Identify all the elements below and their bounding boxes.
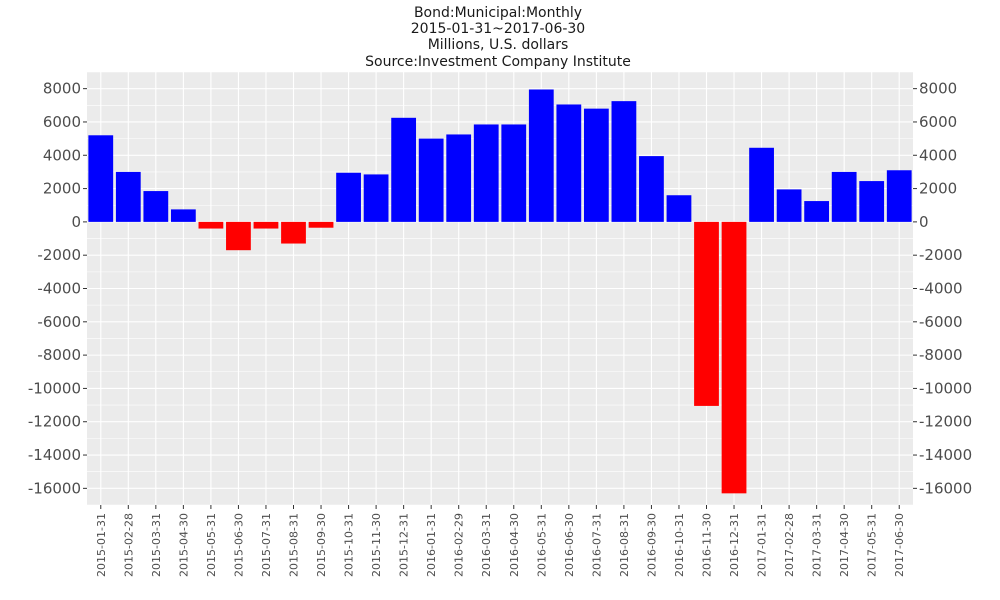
x-tick-label: 2015-02-28 bbox=[122, 513, 135, 577]
bar-2017-06-30 bbox=[886, 170, 912, 222]
x-tick-label: 2015-08-31 bbox=[288, 513, 301, 577]
bar-2016-06-30 bbox=[556, 104, 582, 222]
x-tick-label: 2017-01-31 bbox=[756, 513, 769, 577]
y-tick-label-left: 8000 bbox=[43, 80, 81, 98]
y-tick-label-left: -10000 bbox=[28, 379, 81, 397]
bar-2015-08-31 bbox=[281, 221, 306, 244]
y-tick-label-right: 6000 bbox=[919, 113, 957, 131]
x-tick-label: 2016-02-29 bbox=[453, 513, 466, 577]
x-tick-label: 2015-06-30 bbox=[232, 513, 245, 577]
bar-2015-06-30 bbox=[226, 221, 251, 251]
x-tick-label: 2016-07-31 bbox=[590, 513, 603, 577]
title-line-2: 2015-01-31~2017-06-30 bbox=[411, 21, 585, 37]
y-tick-label-right: 0 bbox=[919, 213, 929, 231]
x-tick-label: 2015-11-30 bbox=[370, 513, 383, 577]
y-tick-label-left: -8000 bbox=[37, 346, 81, 364]
chart-title: Bond:Municipal:Monthly 2015-01-31~2017-0… bbox=[365, 5, 631, 70]
bar-2016-05-31 bbox=[528, 89, 554, 222]
y-tick-label-right: -8000 bbox=[919, 346, 963, 364]
y-tick-label-left: -16000 bbox=[28, 479, 81, 497]
bar-2017-04-30 bbox=[831, 171, 857, 222]
x-tick-label: 2016-08-31 bbox=[618, 513, 631, 577]
x-tick-label: 2017-03-31 bbox=[811, 513, 824, 577]
bars bbox=[88, 89, 912, 494]
bar-2015-12-31 bbox=[391, 117, 417, 222]
x-tick-label: 2016-04-30 bbox=[508, 513, 521, 577]
y-tick-label-right: -12000 bbox=[919, 413, 972, 431]
bar-2015-11-30 bbox=[363, 174, 389, 222]
x-tick-label: 2015-07-31 bbox=[260, 513, 273, 577]
bar-2016-04-30 bbox=[501, 124, 527, 222]
bar-2015-10-31 bbox=[336, 172, 361, 222]
y-tick-label-left: 6000 bbox=[43, 113, 81, 131]
bar-2015-09-30 bbox=[308, 221, 334, 228]
x-tick-label: 2016-01-31 bbox=[425, 513, 438, 577]
title-line-4: Source:Investment Company Institute bbox=[365, 54, 631, 70]
y-tick-label-right: 4000 bbox=[919, 146, 957, 164]
x-tick-label: 2017-05-31 bbox=[866, 513, 879, 577]
y-axis-left: 8000 6000 4000 2000 0 -2000 -4000 -6000 -8000 -10… bbox=[28, 80, 87, 497]
bar-2015-07-31 bbox=[253, 221, 279, 229]
x-tick-label: 2016-09-30 bbox=[645, 513, 658, 577]
bar-2015-03-31 bbox=[143, 191, 169, 222]
y-tick-label-right: -10000 bbox=[919, 379, 972, 397]
x-axis: 2015-01-31 2015-02-28 2015-03-31 2015-04-30… bbox=[95, 505, 906, 577]
bar-2017-02-28 bbox=[776, 189, 802, 222]
y-tick-label-left: -6000 bbox=[37, 313, 81, 331]
y-tick-label-left: 0 bbox=[71, 213, 81, 231]
y-tick-label-right: -2000 bbox=[919, 246, 963, 264]
bar-2016-10-31 bbox=[666, 195, 692, 222]
bar-2015-02-28 bbox=[115, 171, 141, 222]
grid-lines bbox=[87, 71, 913, 506]
bar-2015-01-31 bbox=[88, 135, 114, 222]
y-tick-label-left: -4000 bbox=[37, 280, 81, 298]
x-tick-label: 2016-11-30 bbox=[701, 513, 714, 577]
x-tick-label: 2015-05-31 bbox=[205, 513, 218, 577]
x-tick-label: 2016-06-30 bbox=[563, 513, 576, 577]
x-tick-label: 2017-06-30 bbox=[893, 513, 906, 577]
x-tick-label: 2015-04-30 bbox=[177, 513, 190, 577]
y-tick-label-right: 2000 bbox=[919, 180, 957, 198]
x-tick-label: 2015-12-31 bbox=[398, 513, 411, 577]
y-tick-label-left: -14000 bbox=[28, 446, 81, 464]
x-tick-label: 2017-04-30 bbox=[838, 513, 851, 577]
bar-2016-09-30 bbox=[639, 156, 664, 222]
bar-2016-07-31 bbox=[583, 108, 609, 222]
x-tick-label: 2017-02-28 bbox=[783, 513, 796, 577]
bar-2017-01-31 bbox=[749, 147, 774, 222]
title-line-1: Bond:Municipal:Monthly bbox=[414, 5, 582, 21]
x-tick-label: 2016-03-31 bbox=[480, 513, 493, 577]
bar-2016-08-31 bbox=[611, 101, 637, 222]
y-tick-label-right: 8000 bbox=[919, 80, 957, 98]
y-axis-right: 8000 6000 4000 2000 0 -2000 -4000 -6000 -8000 -10… bbox=[913, 80, 972, 497]
y-tick-label-left: -2000 bbox=[37, 246, 81, 264]
x-tick-label: 2015-09-30 bbox=[315, 513, 328, 577]
bar-2015-05-31 bbox=[198, 221, 224, 229]
x-tick-label: 2015-03-31 bbox=[150, 513, 163, 577]
bar-2016-02-29 bbox=[446, 134, 472, 222]
x-tick-label: 2016-10-31 bbox=[673, 513, 686, 577]
x-tick-label: 2016-12-31 bbox=[728, 513, 741, 577]
bar-2016-01-31 bbox=[418, 138, 444, 222]
bar-2015-04-30 bbox=[170, 209, 196, 222]
y-tick-label-right: -4000 bbox=[919, 280, 963, 298]
bar-2016-12-31 bbox=[721, 221, 747, 494]
x-tick-label: 2015-10-31 bbox=[343, 513, 356, 577]
y-tick-label-left: -12000 bbox=[28, 413, 81, 431]
x-tick-label: 2016-05-31 bbox=[535, 513, 548, 577]
bar-2016-03-31 bbox=[473, 124, 499, 222]
y-tick-label-left: 4000 bbox=[43, 146, 81, 164]
bar-2017-03-31 bbox=[804, 201, 830, 222]
x-tick-label: 2015-01-31 bbox=[95, 513, 108, 577]
bar-2017-05-31 bbox=[859, 181, 885, 222]
bar-2016-11-30 bbox=[694, 221, 719, 406]
y-tick-label-right: -6000 bbox=[919, 313, 963, 331]
y-tick-label-left: 2000 bbox=[43, 180, 81, 198]
title-line-3: Millions, U.S. dollars bbox=[428, 37, 569, 53]
y-tick-label-right: -16000 bbox=[919, 479, 972, 497]
y-tick-label-right: -14000 bbox=[919, 446, 972, 464]
